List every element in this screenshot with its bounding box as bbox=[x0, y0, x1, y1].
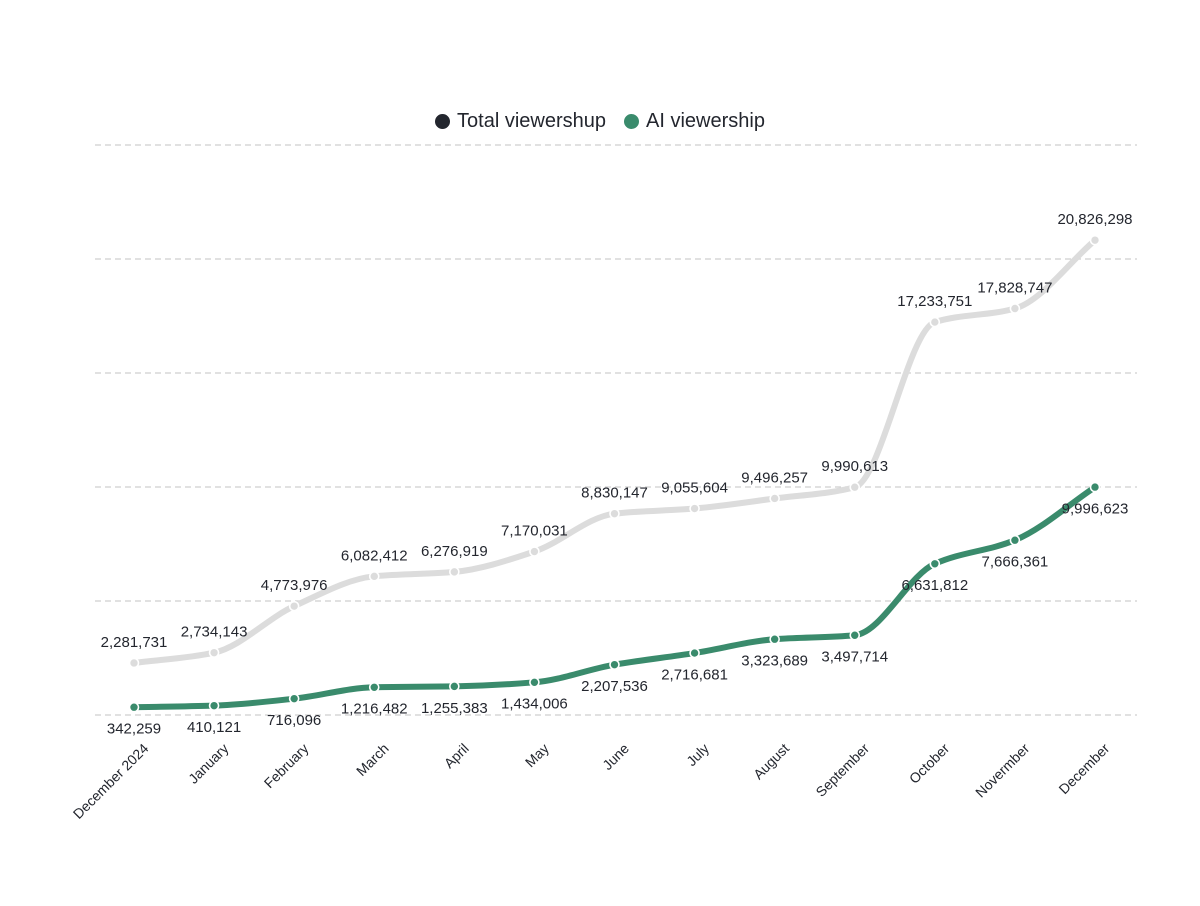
data-point-ai[interactable] bbox=[1009, 534, 1021, 546]
data-point-ai[interactable] bbox=[128, 701, 140, 713]
x-tick-label: December 2024 bbox=[70, 740, 152, 822]
data-label-total: 9,055,604 bbox=[661, 480, 728, 497]
x-tick-label: January bbox=[185, 740, 232, 787]
x-tick-label: October bbox=[906, 740, 953, 787]
data-point-total[interactable] bbox=[849, 481, 861, 493]
data-label-total: 6,276,919 bbox=[421, 543, 488, 560]
x-axis-ticks: December 2024 January February March April Ma… bbox=[70, 740, 1113, 822]
data-label-total: 6,082,412 bbox=[341, 547, 408, 564]
data-point-ai[interactable] bbox=[849, 629, 861, 641]
data-point-ai[interactable] bbox=[449, 681, 460, 692]
data-labels: 2,281,731 2,734,143 4,773,976 6,082,412 6,27… bbox=[101, 211, 1133, 737]
data-point-ai[interactable] bbox=[288, 693, 300, 704]
data-label-total: 2,281,731 bbox=[101, 634, 168, 651]
x-tick-label: August bbox=[750, 740, 792, 782]
data-label-ai: 716,096 bbox=[267, 712, 321, 729]
data-label-total: 4,773,976 bbox=[261, 577, 328, 594]
legend-marker-ai-icon bbox=[624, 114, 640, 129]
data-point-ai[interactable] bbox=[689, 647, 700, 659]
x-tick-label: May bbox=[522, 740, 552, 770]
data-point-total[interactable] bbox=[368, 571, 380, 582]
data-label-total: 9,496,257 bbox=[741, 469, 808, 486]
data-label-total: 17,233,751 bbox=[897, 293, 972, 310]
data-label-ai: 7,666,361 bbox=[982, 554, 1049, 571]
data-label-ai: 2,716,681 bbox=[661, 666, 728, 683]
data-point-ai[interactable] bbox=[769, 633, 780, 645]
data-label-ai: 410,121 bbox=[187, 719, 241, 736]
data-label-ai: 1,255,383 bbox=[421, 700, 488, 717]
data-point-total[interactable] bbox=[689, 503, 700, 514]
legend-item-ai-viewership[interactable]: AI viewership bbox=[624, 110, 765, 133]
data-point-total[interactable] bbox=[208, 647, 220, 658]
data-point-ai[interactable] bbox=[929, 558, 941, 570]
data-point-ai[interactable] bbox=[208, 700, 220, 711]
x-tick-label: April bbox=[441, 740, 472, 771]
data-label-ai: 342,259 bbox=[107, 721, 161, 738]
data-label-ai: 3,323,689 bbox=[741, 653, 808, 670]
data-point-total[interactable] bbox=[128, 657, 140, 669]
chart-legend: Total viewershup AI viewership bbox=[0, 110, 1200, 133]
data-label-ai: 1,216,482 bbox=[341, 701, 408, 718]
data-point-ai[interactable] bbox=[529, 677, 540, 688]
data-label-ai: 2,207,536 bbox=[581, 678, 648, 695]
x-tick-label: March bbox=[353, 740, 392, 779]
data-point-total[interactable] bbox=[1089, 234, 1101, 246]
legend-label-total: Total viewershup bbox=[457, 110, 607, 132]
data-points bbox=[128, 234, 1101, 713]
data-label-total: 17,828,747 bbox=[977, 280, 1052, 297]
data-label-ai: 9,996,623 bbox=[1062, 500, 1129, 517]
x-tick-label: Novermber bbox=[972, 740, 1033, 801]
x-tick-label: July bbox=[683, 740, 712, 769]
data-point-total[interactable] bbox=[449, 566, 460, 578]
data-point-total[interactable] bbox=[288, 600, 300, 612]
data-label-ai: 6,631,812 bbox=[901, 577, 968, 594]
data-point-total[interactable] bbox=[769, 493, 780, 504]
data-point-ai[interactable] bbox=[1089, 481, 1101, 493]
legend-label-ai: AI viewership bbox=[646, 110, 765, 132]
data-label-total: 8,830,147 bbox=[581, 485, 648, 502]
data-point-ai[interactable] bbox=[609, 659, 620, 670]
x-tick-label: February bbox=[261, 740, 312, 791]
legend-item-total-viewership[interactable]: Total viewershup bbox=[435, 110, 606, 133]
data-point-total[interactable] bbox=[929, 316, 941, 328]
data-label-total: 7,170,031 bbox=[501, 523, 568, 540]
x-tick-label: September bbox=[812, 740, 872, 800]
data-point-total[interactable] bbox=[609, 508, 620, 519]
data-point-total[interactable] bbox=[529, 546, 540, 557]
x-tick-label: December bbox=[1055, 740, 1112, 797]
legend-marker-total-icon bbox=[435, 114, 451, 129]
data-label-ai: 1,434,006 bbox=[501, 696, 568, 713]
data-label-total: 20,826,298 bbox=[1057, 211, 1132, 228]
data-label-total: 9,990,613 bbox=[821, 458, 888, 475]
data-label-ai: 3,497,714 bbox=[821, 649, 888, 666]
data-point-ai[interactable] bbox=[368, 681, 380, 693]
series-line-ai bbox=[131, 484, 1098, 711]
gridlines bbox=[95, 144, 1137, 716]
data-label-total: 2,734,143 bbox=[181, 624, 248, 641]
data-point-total[interactable] bbox=[1009, 303, 1021, 314]
x-tick-label: June bbox=[599, 740, 632, 773]
series-lines bbox=[131, 237, 1098, 711]
